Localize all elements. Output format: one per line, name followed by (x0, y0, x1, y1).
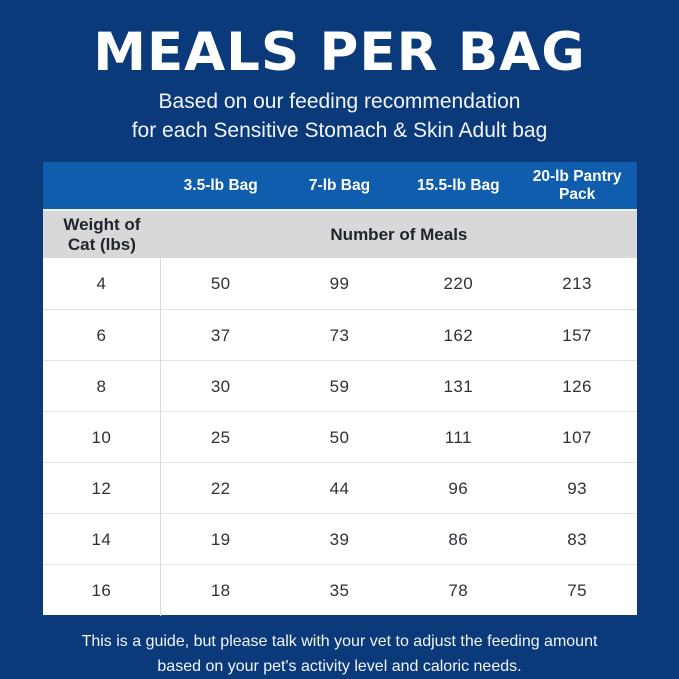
meals-cell: 126 (562, 376, 592, 396)
meals-cell: 50 (210, 273, 231, 293)
table-row: 4 50 99 220 213 (42, 258, 637, 310)
meals-cell: 18 (210, 580, 231, 600)
column-header-7-lb-bag: 7-lb Bag (308, 176, 371, 194)
table-row: 6 37 73 162 157 (42, 309, 637, 362)
meals-cell: 220 (443, 273, 474, 293)
weight-cell: 12 (43, 463, 162, 515)
meals-cell: 111 (444, 427, 472, 447)
meals-cell: 93 (567, 478, 587, 498)
footer-line-2: based on your pet's activity level and c… (157, 657, 522, 675)
table-row: 16 18 35 78 75 (42, 564, 637, 617)
weight-cell: 14 (43, 514, 162, 566)
meals-cell: 162 (443, 325, 474, 345)
number-of-meals-label: Number of Meals (330, 224, 468, 244)
meals-cell: 99 (329, 273, 350, 293)
page-title: MEALS PER BAG (93, 22, 586, 83)
subtitle: Based on our feeding recommendation for … (93, 88, 586, 146)
column-header-3-5-lb-bag: 3.5-lb Bag (183, 176, 258, 194)
meals-cell: 73 (329, 325, 350, 345)
meals-cell: 35 (329, 580, 350, 600)
meals-cell: 107 (562, 427, 592, 447)
weight-cell: 6 (43, 310, 162, 362)
weight-cell: 16 (43, 565, 162, 617)
subtitle-line-1: Based on our feeding recommendation (158, 90, 521, 114)
meals-cell: 83 (567, 529, 587, 549)
meals-cell: 78 (448, 580, 469, 600)
meals-cell: 22 (210, 478, 231, 498)
meals-cell: 30 (210, 376, 231, 396)
weight-cell: 10 (43, 412, 162, 464)
table-row: 10 25 50 111 107 (42, 411, 637, 464)
meals-cell: 86 (448, 529, 469, 549)
table-row: 8 30 59 131 126 (42, 360, 637, 413)
meals-cell: 37 (210, 325, 231, 345)
meals-cell: 75 (567, 580, 587, 600)
footer-note: This is a guide, but please talk with yo… (82, 630, 598, 679)
meals-cell: 39 (329, 529, 350, 549)
weight-cell: 8 (43, 361, 162, 413)
column-header-15-5-lb-bag: 15.5-lb Bag (416, 176, 500, 194)
header: MEALS PER BAG Based on our feeding recom… (93, 0, 586, 146)
meals-cell: 96 (448, 478, 469, 498)
table-body: 4 50 99 220 213 6 37 73 162 157 8 30 59 … (42, 258, 637, 617)
meals-table: 3.5-lb Bag 7-lb Bag 15.5-lb Bag 20-lb Pa… (42, 162, 637, 617)
table-row: 14 19 39 86 83 (42, 513, 637, 566)
footer-line-1: This is a guide, but please talk with yo… (81, 633, 598, 651)
meals-cell: 213 (562, 273, 592, 293)
table-header-row: 3.5-lb Bag 7-lb Bag 15.5-lb Bag 20-lb Pa… (42, 162, 637, 210)
weight-cell: 4 (43, 258, 162, 310)
column-header-20-lb-pantry-pack-label: 20-lb Pantry Pack (532, 167, 622, 203)
table-subheader-row: Weight of Cat (lbs) Number of Meals (42, 209, 637, 259)
meals-cell: 59 (329, 376, 350, 396)
table-row: 12 22 44 96 93 (42, 462, 637, 515)
subtitle-line-2: for each Sensitive Stomach & Skin Adult … (131, 119, 548, 143)
meals-cell: 44 (329, 478, 350, 498)
meals-cell: 131 (443, 376, 474, 396)
column-header-20-lb-pantry-pack: 20-lb Pantry Pack (518, 168, 637, 204)
weight-of-cat-label: Weight of Cat (lbs) (63, 214, 141, 254)
meals-cell: 19 (210, 529, 231, 549)
meals-cell: 50 (329, 427, 350, 447)
meals-cell: 25 (210, 427, 231, 447)
meals-cell: 157 (562, 325, 592, 345)
